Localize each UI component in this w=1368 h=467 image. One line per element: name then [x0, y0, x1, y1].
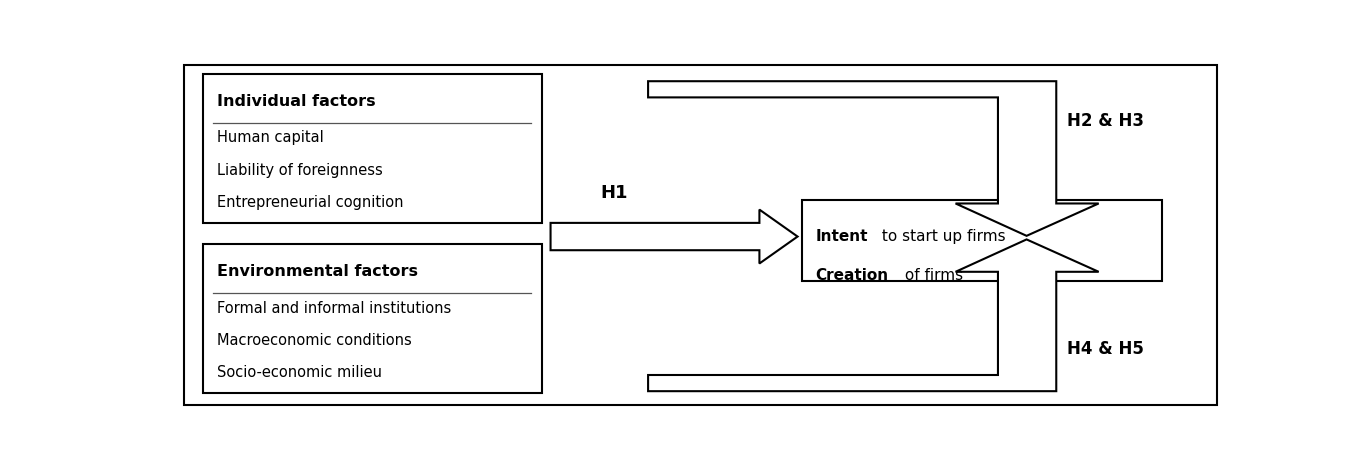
Text: Liability of foreignness: Liability of foreignness [216, 163, 382, 178]
Bar [802, 200, 1163, 281]
Text: Environmental factors: Environmental factors [216, 264, 417, 279]
Polygon shape [648, 240, 1099, 391]
Text: Entrepreneurial cognition: Entrepreneurial cognition [216, 195, 404, 210]
Text: Human capital: Human capital [216, 130, 323, 146]
Text: H4 & H5: H4 & H5 [1067, 340, 1144, 358]
Text: of firms: of firms [900, 268, 963, 283]
Text: H2 & H3: H2 & H3 [1067, 112, 1144, 130]
Bar [202, 74, 542, 223]
Text: Intent: Intent [815, 229, 869, 244]
Text: Creation: Creation [815, 268, 889, 283]
Text: Individual factors: Individual factors [216, 94, 375, 109]
Text: Formal and informal institutions: Formal and informal institutions [216, 301, 451, 316]
Text: Socio-economic milieu: Socio-economic milieu [216, 365, 382, 380]
Text: to start up firms: to start up firms [877, 229, 1005, 244]
Bar [202, 244, 542, 393]
Polygon shape [648, 81, 1099, 236]
Text: Macroeconomic conditions: Macroeconomic conditions [216, 333, 412, 348]
Text: H1: H1 [601, 184, 628, 202]
Polygon shape [550, 210, 798, 263]
